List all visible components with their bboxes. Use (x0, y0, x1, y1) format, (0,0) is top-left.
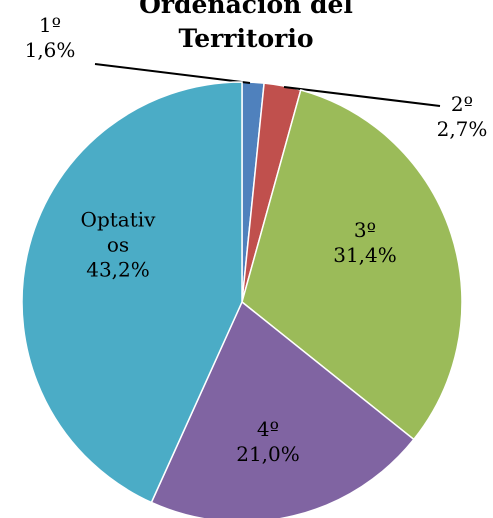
value-label: 43,2% (86, 257, 150, 282)
data-label: Optativos 43,2% (79, 208, 157, 283)
category-label: 1º (38, 13, 62, 37)
data-label: 1º 1,6% (10, 13, 90, 63)
chart-title: Ordenación del Territorio (139, 0, 353, 53)
value-label: 1,6% (24, 38, 76, 62)
leader-line (94, 63, 251, 84)
pie-slice (241, 89, 463, 441)
pie-slice (21, 81, 243, 504)
category-label: 4º (256, 417, 280, 441)
category-label: Optativos (80, 207, 156, 257)
value-label: 31,4% (333, 243, 397, 267)
data-label: 4º 21,0% (218, 417, 318, 467)
value-label: 2,7% (436, 117, 488, 141)
pie-slice (150, 300, 415, 518)
leader-line (283, 86, 441, 107)
data-label: 3º 31,4% (315, 218, 415, 268)
value-label: 21,0% (236, 442, 300, 466)
category-label: 2º (450, 92, 474, 116)
data-label: 2º 2,7% (422, 92, 493, 142)
category-label: 3º (353, 218, 377, 242)
